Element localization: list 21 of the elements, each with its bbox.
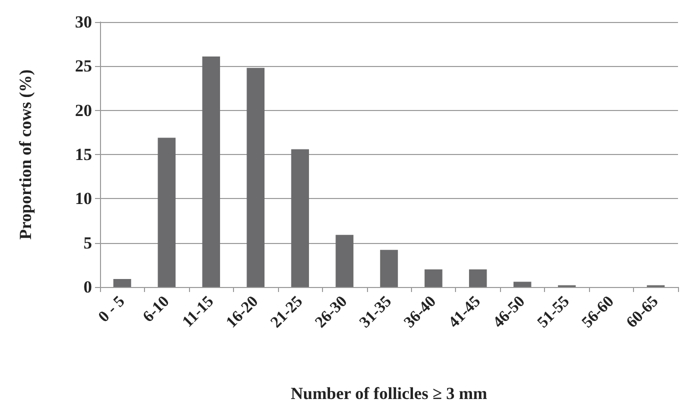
y-tick-label: 15 — [75, 145, 92, 164]
bar — [513, 282, 532, 287]
bar — [424, 269, 442, 287]
bar — [113, 279, 132, 287]
bar — [380, 250, 398, 287]
bar — [246, 68, 265, 287]
y-tick-label: 20 — [75, 100, 92, 120]
bar — [202, 56, 220, 287]
bar — [469, 269, 487, 287]
y-tick-label: 10 — [75, 189, 92, 208]
y-tick-label: 0 — [84, 278, 92, 296]
bar — [336, 234, 354, 287]
y-tick-label: 5 — [84, 233, 92, 252]
x-axis-title: Number of follicles ≥ 3 mm — [290, 384, 488, 403]
x-tick-label: 6-10 — [140, 292, 173, 326]
y-tick-label: 25 — [75, 56, 92, 76]
bar — [291, 149, 309, 287]
bar — [158, 138, 176, 287]
y-axis-title: Proportion of cows (%) — [16, 69, 35, 240]
y-tick-label: 30 — [75, 12, 92, 32]
x-tick-label: 0 - 5 — [95, 292, 128, 326]
